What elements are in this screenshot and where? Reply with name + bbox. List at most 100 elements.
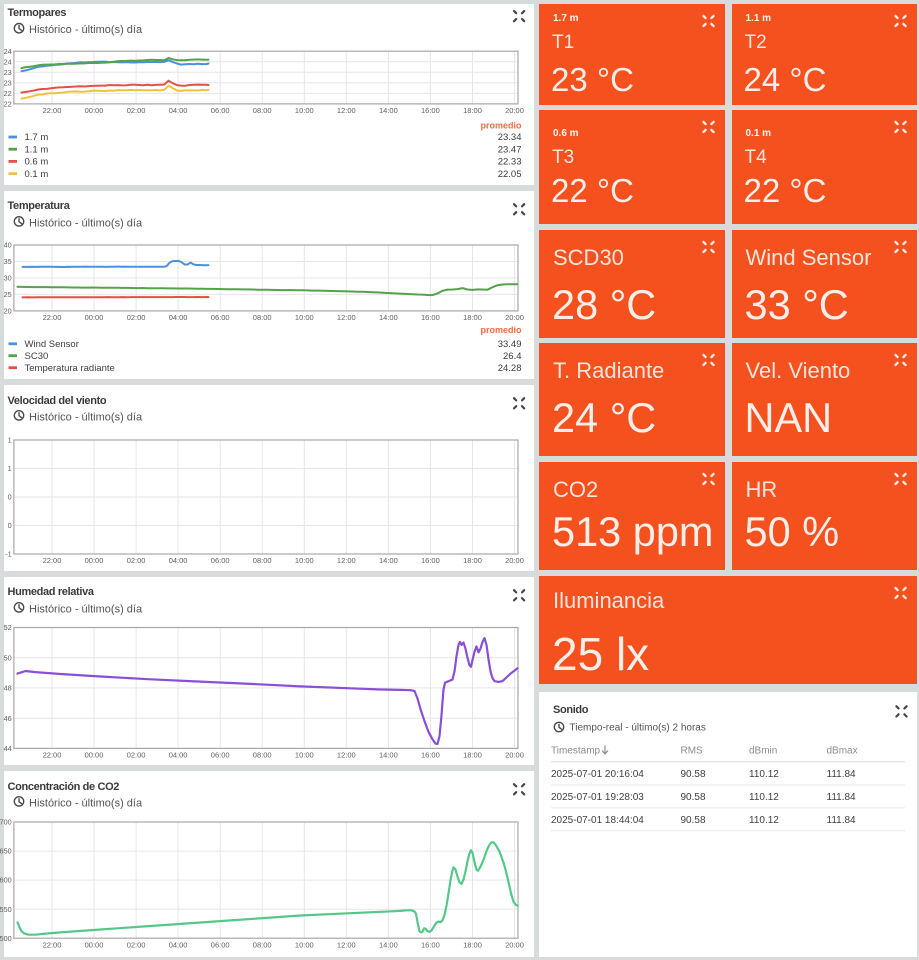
svg-text:22: 22: [3, 99, 11, 108]
svg-text:23: 23: [3, 67, 11, 76]
svg-text:08:00: 08:00: [252, 106, 271, 115]
svg-text:20:00: 20:00: [505, 556, 524, 565]
svg-text:20:00: 20:00: [505, 750, 524, 759]
svg-text:20:00: 20:00: [505, 940, 524, 949]
svg-text:650: 650: [0, 847, 11, 856]
svg-text:20:00: 20:00: [505, 313, 524, 322]
svg-text:12:00: 12:00: [336, 106, 355, 115]
svg-text:1.1 m: 1.1 m: [24, 144, 48, 155]
svg-text:25: 25: [3, 290, 11, 299]
svg-text:10:00: 10:00: [294, 106, 313, 115]
svg-text:2025-07-01 18:44:04: 2025-07-01 18:44:04: [551, 815, 644, 826]
svg-text:14:00: 14:00: [379, 750, 398, 759]
svg-text:40: 40: [3, 240, 11, 249]
svg-text:0: 0: [7, 493, 11, 502]
svg-text:22:00: 22:00: [42, 940, 61, 949]
svg-text:16:00: 16:00: [421, 313, 440, 322]
svg-text:12:00: 12:00: [336, 556, 355, 565]
svg-text:06:00: 06:00: [210, 940, 229, 949]
svg-text:10:00: 10:00: [294, 313, 313, 322]
svg-text:22: 22: [3, 89, 11, 98]
svg-text:14:00: 14:00: [379, 556, 398, 565]
svg-text:24.28: 24.28: [497, 362, 521, 373]
svg-text:0.6 m: 0.6 m: [24, 156, 48, 167]
svg-text:600: 600: [0, 876, 11, 885]
svg-text:00:00: 00:00: [84, 940, 103, 949]
svg-text:00:00: 00:00: [84, 750, 103, 759]
svg-text:50: 50: [3, 653, 11, 662]
svg-text:2025-07-01 20:16:04: 2025-07-01 20:16:04: [551, 769, 644, 780]
svg-text:1: 1: [7, 436, 11, 445]
svg-text:110.12: 110.12: [749, 815, 779, 826]
svg-text:700: 700: [0, 818, 11, 827]
svg-text:48: 48: [3, 683, 11, 692]
svg-text:2025-07-01 19:28:03: 2025-07-01 19:28:03: [551, 792, 644, 803]
svg-text:90.58: 90.58: [681, 769, 706, 780]
svg-text:04:00: 04:00: [168, 750, 187, 759]
svg-text:18:00: 18:00: [463, 313, 482, 322]
svg-text:14:00: 14:00: [379, 940, 398, 949]
svg-text:1: 1: [7, 464, 11, 473]
svg-text:23: 23: [3, 78, 11, 87]
svg-text:Histórico - último(s) día: Histórico - último(s) día: [29, 217, 143, 229]
svg-text:110.12: 110.12: [749, 792, 779, 803]
svg-text:35: 35: [3, 257, 11, 266]
svg-text:23.47: 23.47: [497, 144, 521, 155]
svg-text:44: 44: [3, 744, 11, 753]
svg-text:111.84: 111.84: [827, 792, 857, 803]
svg-text:06:00: 06:00: [210, 750, 229, 759]
svg-text:52: 52: [3, 623, 11, 632]
svg-text:04:00: 04:00: [168, 940, 187, 949]
svg-text:14:00: 14:00: [379, 313, 398, 322]
svg-text:04:00: 04:00: [168, 313, 187, 322]
svg-text:dBmin: dBmin: [749, 746, 777, 757]
svg-text:0: 0: [7, 521, 11, 530]
svg-text:Temperatura radiante: Temperatura radiante: [24, 362, 114, 373]
svg-text:-1: -1: [5, 550, 12, 559]
svg-text:Histórico - último(s) día: Histórico - último(s) día: [29, 603, 143, 615]
svg-text:0.1 m: 0.1 m: [24, 168, 48, 179]
svg-text:06:00: 06:00: [210, 313, 229, 322]
svg-text:22.33: 22.33: [497, 156, 521, 167]
svg-text:30: 30: [3, 273, 11, 282]
svg-text:10:00: 10:00: [294, 556, 313, 565]
svg-text:90.58: 90.58: [681, 815, 706, 826]
svg-text:08:00: 08:00: [252, 313, 271, 322]
svg-text:22:00: 22:00: [42, 556, 61, 565]
svg-text:12:00: 12:00: [336, 940, 355, 949]
svg-text:14:00: 14:00: [379, 106, 398, 115]
svg-text:20: 20: [3, 306, 11, 315]
svg-text:Tiempo-real - último(s) 2 hora: Tiempo-real - último(s) 2 horas: [570, 723, 706, 734]
svg-text:46: 46: [3, 713, 11, 722]
svg-text:12:00: 12:00: [336, 750, 355, 759]
svg-text:110.12: 110.12: [749, 769, 779, 780]
svg-text:22:00: 22:00: [42, 313, 61, 322]
svg-text:500: 500: [0, 934, 11, 943]
svg-text:24: 24: [3, 46, 11, 55]
svg-text:RMS: RMS: [681, 746, 704, 757]
svg-text:16:00: 16:00: [421, 106, 440, 115]
svg-text:06:00: 06:00: [210, 556, 229, 565]
svg-text:10:00: 10:00: [294, 750, 313, 759]
svg-text:16:00: 16:00: [421, 750, 440, 759]
svg-text:08:00: 08:00: [252, 750, 271, 759]
svg-text:33.49: 33.49: [497, 339, 521, 350]
svg-text:00:00: 00:00: [84, 106, 103, 115]
svg-text:02:00: 02:00: [126, 313, 145, 322]
svg-text:12:00: 12:00: [336, 313, 355, 322]
svg-text:dBmax: dBmax: [827, 746, 858, 757]
svg-text:20:00: 20:00: [505, 106, 524, 115]
svg-text:24: 24: [3, 57, 11, 66]
svg-text:SC30: SC30: [24, 350, 48, 361]
svg-text:10:00: 10:00: [294, 940, 313, 949]
svg-text:16:00: 16:00: [421, 940, 440, 949]
svg-text:18:00: 18:00: [463, 750, 482, 759]
svg-text:26.4: 26.4: [503, 350, 522, 361]
svg-text:Histórico - último(s) día: Histórico - último(s) día: [29, 24, 143, 36]
svg-text:Histórico - último(s) día: Histórico - último(s) día: [29, 411, 143, 423]
svg-text:02:00: 02:00: [126, 940, 145, 949]
svg-text:18:00: 18:00: [463, 556, 482, 565]
svg-text:16:00: 16:00: [421, 556, 440, 565]
svg-text:111.84: 111.84: [827, 769, 857, 780]
svg-text:promedio: promedio: [480, 325, 522, 335]
